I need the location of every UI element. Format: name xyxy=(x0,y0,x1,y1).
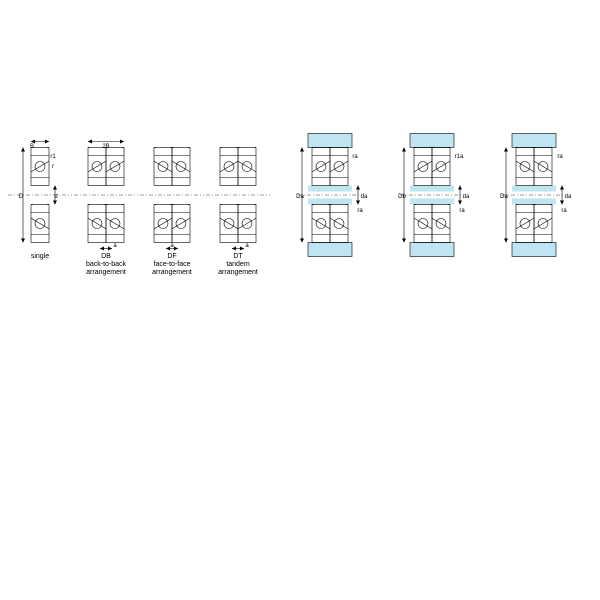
svg-text:back-to-back: back-to-back xyxy=(86,261,127,268)
svg-text:da: da xyxy=(565,194,572,200)
svg-text:Da: Da xyxy=(500,194,508,200)
diagram-canvas: singleBr1rDdDBback-to-backarrangement2Ba… xyxy=(0,0,600,600)
page: singleBr1rDdDBback-to-backarrangement2Ba… xyxy=(0,0,600,600)
svg-text:ra: ra xyxy=(459,208,465,214)
svg-text:ra: ra xyxy=(561,208,567,214)
svg-text:a: a xyxy=(245,243,249,249)
svg-text:arrangement: arrangement xyxy=(218,269,258,276)
svg-text:a: a xyxy=(113,243,117,249)
db: DBback-to-backarrangement 2B a xyxy=(74,140,138,277)
single: single Br1 r Dd xyxy=(8,140,72,261)
dt: DTtandemarrangement a xyxy=(206,148,270,277)
svg-text:DB: DB xyxy=(101,253,111,260)
svg-text:ra: ra xyxy=(357,208,363,214)
svg-text:da: da xyxy=(361,194,368,200)
svg-text:Da: Da xyxy=(296,194,304,200)
svg-text:single: single xyxy=(31,253,49,260)
svg-text:B: B xyxy=(30,144,34,150)
svg-text:ra: ra xyxy=(557,154,563,160)
svg-text:DT: DT xyxy=(233,253,243,260)
svg-text:d: d xyxy=(54,194,57,200)
mnt2: r1a ra Db da xyxy=(398,134,470,257)
svg-text:tandem: tandem xyxy=(226,261,250,268)
svg-text:arrangement: arrangement xyxy=(152,269,192,276)
df: DFface-to-facearrangement a xyxy=(140,148,204,277)
svg-text:r1: r1 xyxy=(50,154,56,160)
svg-text:D: D xyxy=(19,194,24,200)
svg-text:DF: DF xyxy=(167,253,176,260)
svg-text:a: a xyxy=(170,243,174,249)
svg-text:Db: Db xyxy=(398,194,406,200)
svg-text:r: r xyxy=(52,164,54,170)
mnt1: ra ra Da da xyxy=(296,134,368,257)
svg-text:face-to-face: face-to-face xyxy=(154,261,191,268)
svg-text:ra: ra xyxy=(352,154,358,160)
svg-text:2B: 2B xyxy=(102,144,109,150)
mnt3: ra ra Da da xyxy=(500,134,572,257)
svg-text:r1a: r1a xyxy=(455,154,464,160)
svg-text:da: da xyxy=(463,194,470,200)
svg-text:arrangement: arrangement xyxy=(86,269,126,276)
